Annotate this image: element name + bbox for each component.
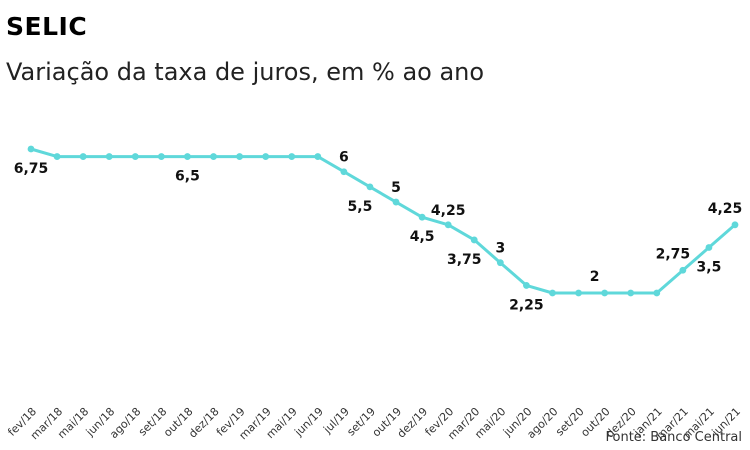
x-tick-label: jun/19 xyxy=(291,405,325,439)
data-label: 5 xyxy=(391,180,401,196)
data-point xyxy=(262,153,270,160)
data-point xyxy=(627,289,635,297)
data-point xyxy=(157,153,165,160)
source-note: Fonte: Banco Central xyxy=(605,430,742,445)
data-point xyxy=(27,145,35,153)
data-point xyxy=(679,266,687,274)
data-label: 6,5 xyxy=(175,169,200,185)
data-label: 6 xyxy=(339,150,349,166)
chart-title: SELIC xyxy=(6,12,88,41)
data-label: 2 xyxy=(590,269,600,285)
data-label: 3,5 xyxy=(697,260,722,276)
markers-group xyxy=(27,145,739,297)
data-label: 3,75 xyxy=(447,252,482,268)
series-line-group xyxy=(30,147,736,295)
data-point xyxy=(653,289,661,297)
data-point xyxy=(236,153,243,160)
data-point xyxy=(549,289,556,297)
data-label: 4,25 xyxy=(431,203,466,219)
data-point xyxy=(288,153,296,160)
data-point xyxy=(79,153,87,160)
data-point xyxy=(340,168,348,176)
data-point xyxy=(210,153,217,160)
data-label: 5,5 xyxy=(348,199,373,215)
data-point xyxy=(496,259,504,267)
data-point xyxy=(105,153,113,160)
data-label: 6,75 xyxy=(14,161,49,177)
data-label: 3 xyxy=(495,241,505,257)
data-label: 2,75 xyxy=(656,246,691,262)
data-point xyxy=(184,153,191,160)
data-point xyxy=(444,221,452,229)
data-label: 2,25 xyxy=(509,297,544,313)
data-point xyxy=(131,153,139,160)
data-point xyxy=(731,221,739,229)
data-point xyxy=(705,244,713,251)
data-point xyxy=(470,236,478,244)
data-label: 4,25 xyxy=(708,201,743,217)
data-point xyxy=(53,153,61,160)
data-label: 4,5 xyxy=(410,229,435,245)
data-point xyxy=(418,213,426,221)
chart-subtitle: Variação da taxa de juros, em % ao ano xyxy=(6,58,485,86)
data-labels-group: 6,75 6,5 6 5,5 5 4,5 4,25 3,75 3 2,25 2 2,75 3,5 4,25 xyxy=(14,150,743,314)
data-point xyxy=(523,282,530,289)
data-point xyxy=(314,153,322,160)
data-point xyxy=(392,198,400,206)
data-point xyxy=(601,289,609,297)
data-point xyxy=(575,289,582,297)
data-point xyxy=(366,183,374,191)
series-line xyxy=(30,147,736,295)
